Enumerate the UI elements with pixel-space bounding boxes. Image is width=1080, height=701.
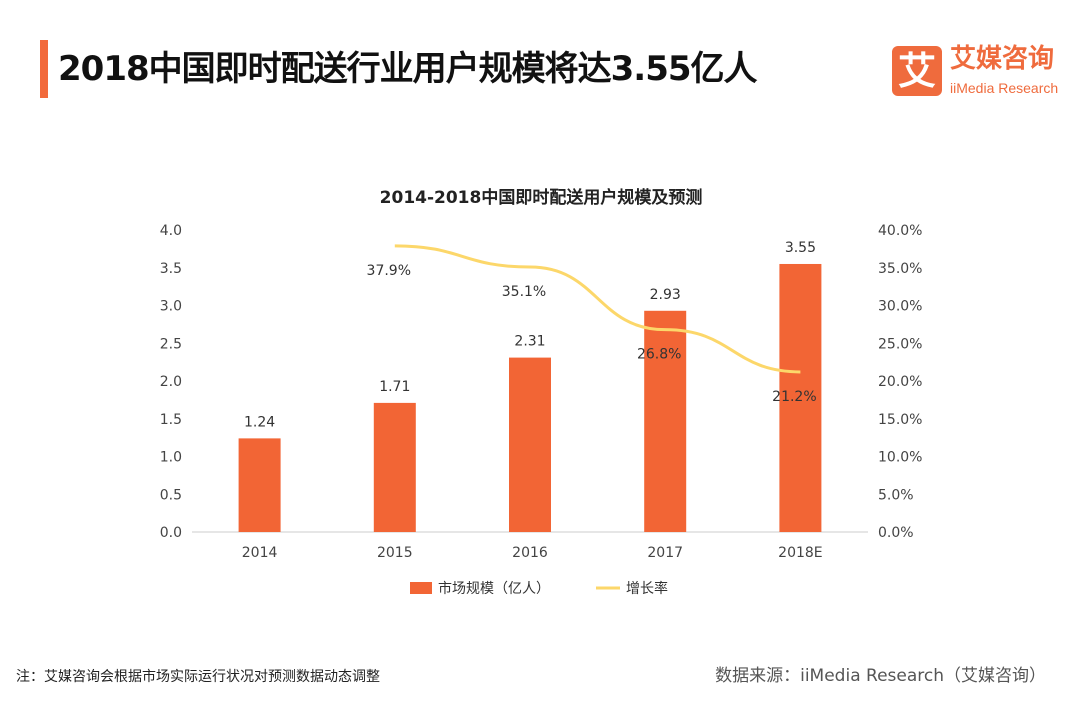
y2-tick-label: 40.0% xyxy=(878,223,922,239)
y-tick-label: 0.0 xyxy=(160,525,182,541)
bar-label: 3.55 xyxy=(785,240,816,256)
y2-tick-label: 0.0% xyxy=(878,525,914,541)
y-tick-label: 1.5 xyxy=(160,412,182,428)
line-label: 26.8% xyxy=(637,347,681,363)
line-label: 21.2% xyxy=(772,389,816,405)
bar-label: 2.31 xyxy=(514,334,545,350)
y2-tick-label: 25.0% xyxy=(878,336,922,352)
growth-rate-line xyxy=(394,244,801,374)
y2-tick-label: 35.0% xyxy=(878,261,922,277)
y-tick-label: 3.5 xyxy=(160,261,182,277)
page-title: 2018中国即时配送行业用户规模将达3.55亿人 xyxy=(58,49,758,89)
footnote: 注：艾媒咨询会根据市场实际运行状况对预测数据动态调整 xyxy=(16,669,380,685)
y2-tick-label: 30.0% xyxy=(878,299,922,315)
bar-label: 2.93 xyxy=(650,287,681,303)
bar xyxy=(779,263,822,532)
y-tick-label: 2.0 xyxy=(160,374,182,390)
bar xyxy=(644,310,687,532)
data-source: 数据来源：iiMedia Research（艾媒咨询） xyxy=(715,666,1046,686)
line-label: 35.1% xyxy=(502,284,546,300)
y2-tick-label: 10.0% xyxy=(878,450,922,466)
logo-mark: 艾 xyxy=(892,46,942,96)
chart-title: 2014-2018中国即时配送用户规模及预测 xyxy=(380,187,703,208)
y2-tick-label: 20.0% xyxy=(878,374,922,390)
logo-name-en: iiMedia Research xyxy=(950,80,1059,96)
line-label: 37.9% xyxy=(367,263,411,279)
y-tick-label: 4.0 xyxy=(160,223,182,239)
y-tick-label: 3.0 xyxy=(160,299,182,315)
y-tick-label: 0.5 xyxy=(160,487,182,503)
bar-label: 1.71 xyxy=(379,379,410,395)
legend-bar-swatch xyxy=(410,582,432,594)
y2-tick-label: 15.0% xyxy=(878,412,922,428)
x-tick-label: 2014 xyxy=(242,545,278,561)
legend-line-label: 增长率 xyxy=(626,580,668,597)
title-accent-bar xyxy=(40,40,48,98)
x-tick-label: 2016 xyxy=(512,545,548,561)
bar xyxy=(238,438,281,532)
bar-label: 1.24 xyxy=(244,414,275,430)
y-tick-label: 1.0 xyxy=(160,450,182,466)
x-tick-label: 2018E xyxy=(778,545,822,561)
bar xyxy=(373,402,416,532)
logo-name-cn: 艾媒咨询 xyxy=(950,44,1055,74)
y2-tick-label: 5.0% xyxy=(878,487,914,503)
legend-bar-label: 市场规模（亿人） xyxy=(438,580,550,597)
y-tick-label: 2.5 xyxy=(160,336,182,352)
x-tick-label: 2017 xyxy=(647,545,683,561)
bar xyxy=(509,357,551,532)
x-tick-label: 2015 xyxy=(377,545,413,561)
